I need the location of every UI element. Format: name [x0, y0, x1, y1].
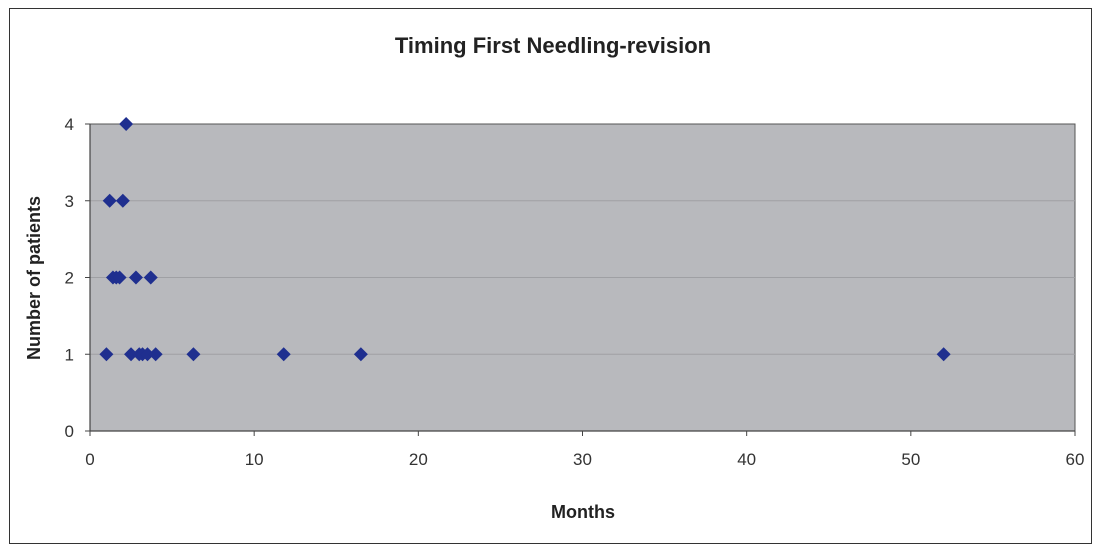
data-point-marker	[186, 347, 201, 362]
y-tick-label: 4	[65, 115, 74, 134]
data-point-marker	[119, 117, 134, 131]
chart-title: Timing First Needling-revision	[395, 33, 711, 58]
x-tick-label: 20	[409, 450, 428, 469]
data-point-marker	[353, 347, 368, 362]
x-tick-label: 50	[901, 450, 920, 469]
x-tick-label: 40	[737, 450, 756, 469]
data-point-marker	[99, 347, 114, 362]
y-tick-label: 3	[65, 192, 74, 211]
grid-lines	[90, 200, 1075, 355]
data-point-marker	[148, 347, 163, 362]
data-point-marker	[140, 347, 155, 362]
data-point-marker	[936, 347, 951, 362]
y-tick-label: 0	[65, 422, 74, 441]
data-point-marker	[102, 193, 117, 208]
x-tick-label: 60	[1066, 450, 1085, 469]
x-tick-label: 10	[245, 450, 264, 469]
x-tick-label: 0	[85, 450, 94, 469]
data-point-marker	[128, 270, 143, 285]
x-axis-ticks: 0 10 20 30 40 50 60	[85, 431, 1084, 469]
y-tick-label: 1	[65, 345, 74, 364]
x-tick-label: 30	[573, 450, 592, 469]
y-axis-title: Number of patients	[24, 196, 44, 360]
data-point-marker	[124, 347, 139, 362]
data-point-marker	[115, 193, 130, 208]
y-axis-ticks: 0 1 2 3 4	[65, 115, 90, 441]
data-point-marker	[143, 270, 158, 285]
data-point-marker	[276, 347, 291, 362]
x-axis-title: Months	[551, 502, 615, 522]
data-point-marker	[112, 270, 127, 285]
y-tick-label: 2	[65, 269, 74, 288]
data-points	[99, 117, 951, 362]
